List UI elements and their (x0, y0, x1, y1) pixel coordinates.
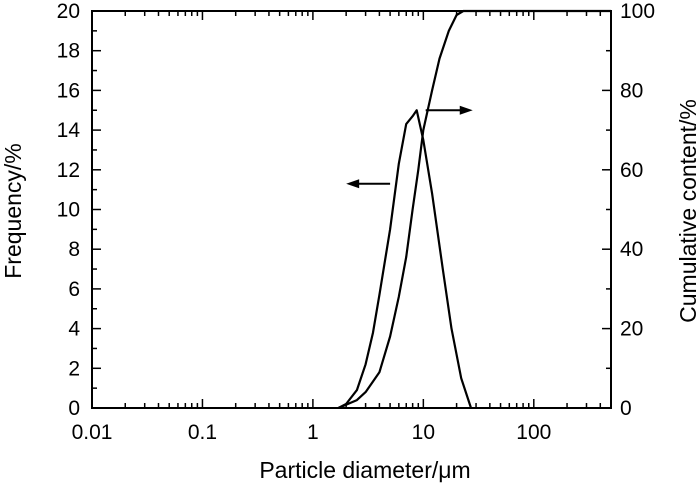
x-tick-label: 0.1 (188, 421, 217, 444)
y-axis-left-title: Frequency/% (0, 143, 26, 279)
plot-frame (91, 10, 612, 409)
x-tick-label: 100 (516, 421, 551, 444)
y-left-tick-label: 0 (68, 397, 80, 420)
y-right-tick-label: 80 (620, 79, 643, 102)
y-left-tick-label: 12 (57, 159, 80, 182)
y-right-tick-label: 20 (620, 318, 643, 341)
plot-border (91, 10, 612, 409)
y-left-tick-label: 4 (68, 318, 80, 341)
y-left-tick-label: 16 (57, 79, 80, 102)
y-left-tick-label: 10 (57, 199, 80, 222)
arrow-to-left-axis (346, 179, 391, 189)
y-left-tick-label: 2 (68, 357, 80, 380)
y-left-tick-label: 8 (68, 238, 80, 261)
x-tick-label: 10 (412, 421, 435, 444)
y-axis-left: 0 2 4 6 8 10 12 14 16 18 20 (57, 0, 101, 420)
y-left-tick-label: 6 (68, 278, 80, 301)
y-left-tick-label: 18 (57, 40, 80, 63)
cumulative-content-line (337, 9, 611, 410)
x-tick-label: 1 (307, 421, 319, 444)
annotation-layer (346, 105, 473, 189)
y-left-tick-label: 20 (57, 0, 80, 23)
arrow-to-right-axis (425, 105, 473, 115)
y-right-tick-label: 60 (620, 159, 643, 182)
frequency-line (337, 109, 473, 409)
y-right-tick-label: 100 (620, 0, 655, 23)
arrow-head (346, 179, 360, 189)
x-tick-label: 0.01 (72, 421, 113, 444)
series-layer (337, 9, 611, 410)
arrow-head (459, 105, 473, 115)
y-right-tick-label: 0 (620, 397, 632, 420)
x-axis-title: Particle diameter/μm (259, 457, 470, 483)
y-axis-right-title: Cumulative content/% (675, 99, 700, 323)
y-right-tick-label: 40 (620, 238, 643, 261)
x-axis: 0.01 0.1 1 10 100 (72, 11, 612, 444)
y-left-tick-label: 14 (57, 119, 81, 142)
y-axis-right: 0 20 40 60 80 100 (602, 0, 655, 420)
